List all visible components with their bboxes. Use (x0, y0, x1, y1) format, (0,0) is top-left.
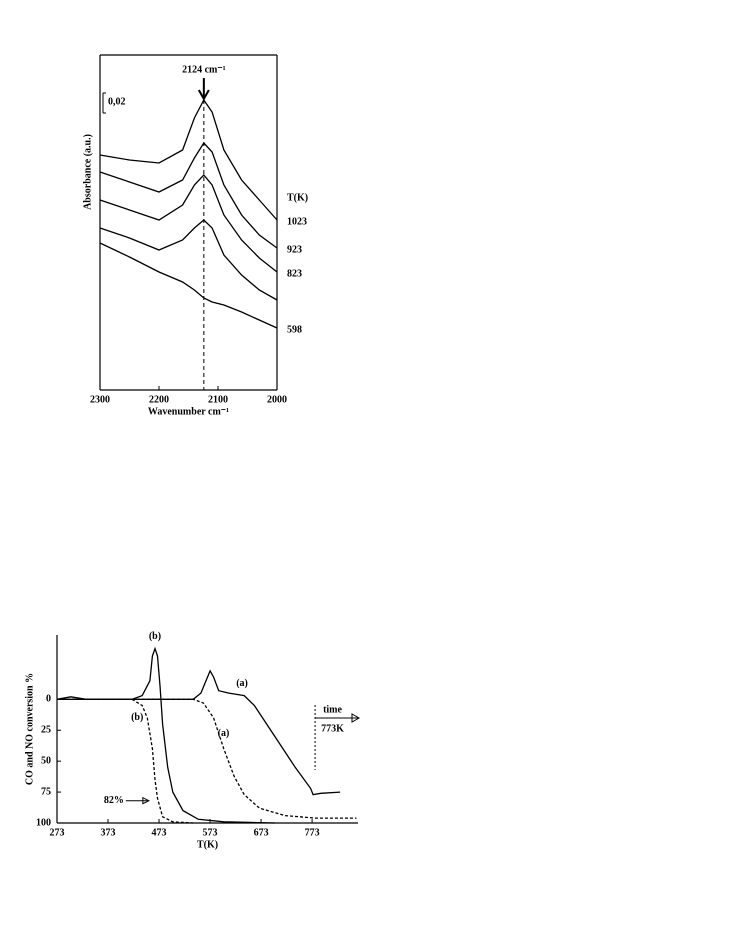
series-label: 1023 (287, 216, 307, 227)
annotation-text: 2124 cm⁻¹ (182, 64, 226, 75)
series-line (99, 219, 278, 301)
series-label: (b) (131, 712, 143, 723)
series-label: 598 (287, 324, 302, 335)
x-tick-label: 2200 (149, 394, 169, 405)
y-axis-label: Absorbance (a.u.) (82, 134, 93, 210)
x-tick-label: 573 (203, 827, 218, 838)
x-tick-label: 2100 (208, 394, 228, 405)
y-tick-label: 25 (41, 725, 51, 736)
time-label: time (323, 704, 342, 715)
y-tick-label: 0 (46, 694, 51, 705)
x-tick-label: 273 (50, 827, 65, 838)
series-label: (b) (149, 631, 161, 642)
series-label: 923 (287, 244, 302, 255)
legend-title: T(K) (287, 192, 308, 203)
x-tick-label: 373 (101, 827, 116, 838)
arrow-head (142, 796, 150, 805)
series-line (99, 174, 278, 273)
x-tick-label: 2000 (267, 394, 287, 405)
x-axis-label: T(K) (197, 839, 218, 850)
y-tick-label: 100 (36, 817, 51, 828)
y-tick-label: 50 (41, 755, 51, 766)
series-line (99, 242, 278, 329)
annotation-text: 82% (104, 795, 124, 806)
series-line (57, 669, 341, 796)
arrow-head (351, 713, 361, 723)
series-label: (a) (236, 678, 248, 689)
x-tick-label: 673 (254, 827, 269, 838)
x-tick-label: 773 (305, 827, 320, 838)
arrow-head (197, 89, 210, 102)
time-start-label: 773K (321, 723, 344, 734)
series-label: 823 (287, 268, 302, 279)
x-tick-label: 2300 (90, 394, 110, 405)
scale-bar-label: 0,02 (108, 96, 126, 107)
y-tick-label: 75 (41, 786, 51, 797)
series-line (57, 698, 194, 824)
x-axis-label: Wavenumber cm⁻¹ (148, 406, 229, 417)
series-line (56, 646, 275, 824)
series-label: (a) (218, 728, 230, 739)
series-line (57, 698, 357, 819)
x-tick-label: 473 (152, 827, 167, 838)
y-axis-label: CO and NO conversion % (24, 673, 35, 785)
series-line (99, 98, 278, 221)
